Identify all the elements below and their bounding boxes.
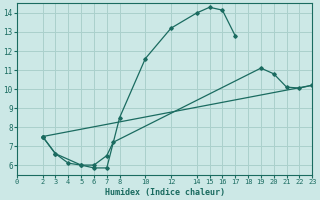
X-axis label: Humidex (Indice chaleur): Humidex (Indice chaleur) [105,188,225,197]
